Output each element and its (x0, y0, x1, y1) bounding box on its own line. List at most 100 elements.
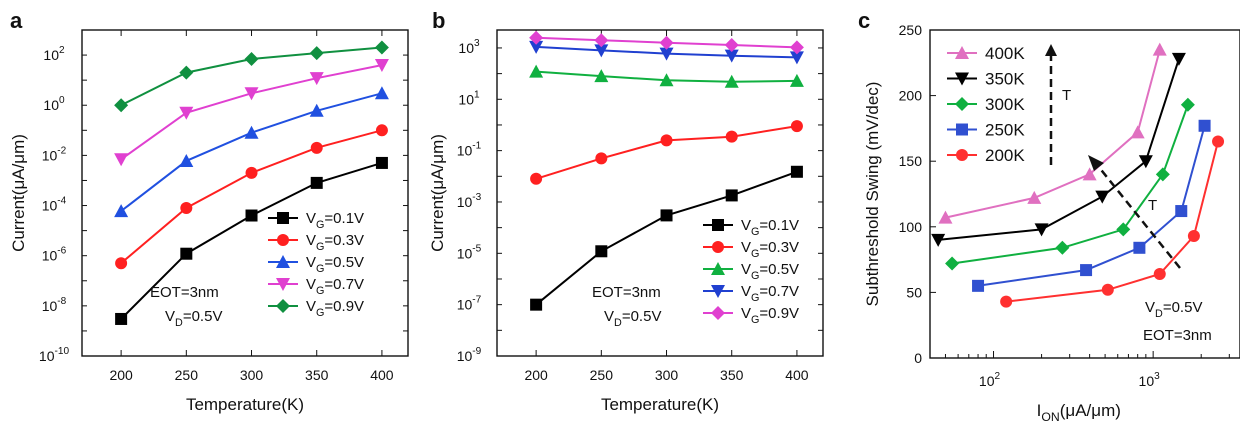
annotation: EOT=3nm (592, 284, 661, 301)
y-tick-label: 100 (899, 219, 923, 235)
panel-a: a 200 250 300 350 400 10-10 10-8 10-6 10-4 10-2 100… (9, 8, 409, 414)
data-point (179, 65, 194, 80)
y-tick-label: 10-6 (42, 246, 67, 264)
data-point (724, 38, 739, 53)
legend-marker (711, 306, 725, 320)
data-point (724, 74, 739, 88)
data-point (790, 165, 803, 178)
data-point (244, 87, 259, 101)
plot-frame (929, 29, 1240, 359)
data-point (931, 233, 946, 247)
data-point (115, 312, 128, 325)
data-point (724, 49, 739, 63)
data-point (309, 103, 324, 117)
data-point (115, 257, 128, 270)
legend-label: VG=0.5V (741, 261, 799, 282)
data-point (1198, 119, 1211, 132)
legend-marker (712, 219, 724, 231)
annotation: EOT=3nm (1143, 327, 1212, 344)
y-tick-label: 0 (914, 350, 922, 366)
legend-label: VG=0.1V (306, 210, 364, 231)
data-point (245, 209, 258, 222)
data-point (179, 153, 194, 167)
y-axis-label: Current(μA/μm) (428, 134, 447, 252)
data-point (1187, 229, 1200, 242)
data-point (114, 153, 129, 167)
data-point (1175, 205, 1188, 218)
x-tick-label: 400 (370, 367, 394, 383)
legend-label: VG=0.3V (741, 239, 799, 260)
data-point (309, 72, 324, 86)
y-tick-label: 200 (899, 88, 923, 104)
data-point (1116, 222, 1131, 237)
data-point (1212, 135, 1225, 148)
data-point (180, 201, 193, 214)
legend-label: VG=0.3V (306, 232, 364, 253)
data-point (529, 30, 544, 45)
x-tick-label: 350 (305, 367, 329, 383)
data-point (789, 40, 804, 55)
plot-frame (81, 29, 409, 357)
data-point (725, 130, 738, 143)
annotation: VD=0.5V (165, 308, 222, 329)
y-tick-label: 250 (899, 22, 923, 38)
y-tick-label: 10-10 (39, 346, 70, 364)
data-point (529, 40, 544, 54)
series-line-1 (535, 125, 798, 180)
legend-label: VG=0.7V (306, 276, 364, 297)
data-point (594, 44, 609, 58)
data-point (938, 210, 953, 224)
data-point (310, 176, 323, 189)
data-point (1034, 223, 1049, 237)
legend-label: 300K (985, 95, 1025, 114)
panel-b: b 200 250 300 350 400 10-9 10-7 10-5 10-3 10-1 101 1… (428, 8, 824, 414)
x-tick-label: 102 (979, 371, 1001, 389)
data-point (530, 298, 543, 311)
data-point (1133, 241, 1146, 254)
data-point (1138, 155, 1153, 169)
annotation: T (1148, 197, 1157, 214)
y-tick-label: 101 (458, 89, 480, 107)
x-tick-label: 200 (524, 367, 548, 383)
legend-label: VG=0.1V (741, 217, 799, 238)
y-tick-label: 10-5 (457, 243, 482, 261)
y-tick-label: 10-2 (42, 145, 67, 163)
legend-label: VG=0.9V (741, 305, 799, 326)
y-tick-label: 103 (458, 38, 480, 56)
legend-marker (711, 262, 725, 275)
x-tick-label: 200 (109, 367, 133, 383)
data-point (1055, 240, 1070, 255)
panel-letter-b: b (432, 8, 445, 33)
legend-marker (956, 123, 968, 136)
y-tick-label: 50 (906, 284, 922, 300)
x-axis-label: Temperature(K) (186, 395, 304, 414)
data-point (375, 124, 388, 137)
annotation: T (1062, 87, 1071, 104)
legend-marker (276, 255, 290, 268)
x-axis-label: Temperature(K) (601, 395, 719, 414)
legend-marker (955, 97, 969, 111)
y-tick-label: 10-4 (42, 196, 67, 214)
y-tick-label: 100 (43, 95, 65, 113)
y-tick-label: 10-7 (457, 295, 482, 313)
x-tick-label: 400 (785, 367, 809, 383)
x-tick-label: 300 (240, 367, 264, 383)
data-point (945, 256, 960, 271)
legend-marker (277, 234, 289, 246)
data-point (725, 189, 738, 202)
legend-marker (956, 149, 968, 161)
legend-marker (712, 241, 724, 253)
panel-letter-c: c (858, 8, 870, 33)
annotation: EOT=3nm (150, 284, 219, 301)
legend-marker (276, 299, 290, 313)
legend-marker (277, 212, 289, 224)
x-axis-label: ION(μA/μm) (1037, 401, 1121, 424)
y-tick-label: 10-1 (457, 141, 482, 159)
series-line-2 (120, 92, 383, 212)
plot-frame (496, 29, 824, 357)
data-point (245, 166, 258, 179)
legend-marker (711, 285, 725, 298)
series-line-0 (535, 170, 798, 306)
data-point (114, 98, 129, 113)
